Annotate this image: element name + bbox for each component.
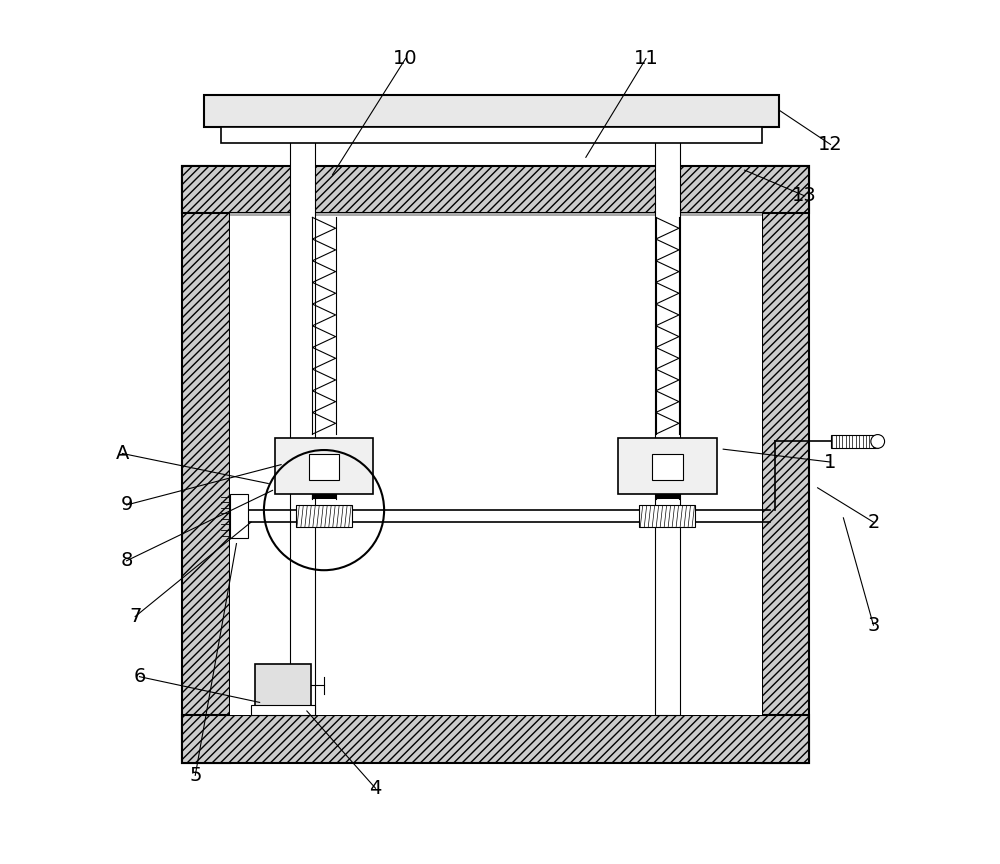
Bar: [655, 127, 680, 715]
Bar: [255, 664, 311, 707]
Bar: [762, 166, 809, 763]
Bar: [230, 213, 762, 715]
Bar: [831, 435, 878, 448]
Text: 6: 6: [133, 667, 146, 686]
Text: 11: 11: [634, 49, 658, 68]
Bar: [230, 494, 248, 538]
Text: 1: 1: [824, 453, 837, 472]
Text: 8: 8: [120, 551, 133, 570]
Bar: [618, 438, 717, 494]
Text: 12: 12: [818, 135, 843, 154]
Text: 7: 7: [129, 607, 141, 626]
Bar: [309, 454, 339, 480]
Text: 10: 10: [393, 49, 418, 68]
Bar: [296, 505, 352, 527]
Text: A: A: [116, 444, 129, 463]
Bar: [251, 705, 315, 715]
Bar: [182, 715, 809, 763]
Bar: [639, 505, 695, 527]
Bar: [290, 127, 315, 715]
Bar: [230, 213, 762, 216]
Circle shape: [871, 435, 885, 448]
Text: 2: 2: [867, 512, 880, 531]
Text: 4: 4: [369, 778, 382, 797]
Text: 13: 13: [792, 187, 817, 206]
Bar: [182, 166, 230, 763]
Bar: [652, 454, 683, 480]
Bar: [204, 95, 779, 127]
Text: 9: 9: [120, 495, 133, 514]
Bar: [221, 127, 762, 143]
Text: 3: 3: [867, 616, 880, 635]
Text: 5: 5: [189, 766, 202, 785]
Bar: [275, 438, 373, 494]
Bar: [182, 166, 809, 213]
